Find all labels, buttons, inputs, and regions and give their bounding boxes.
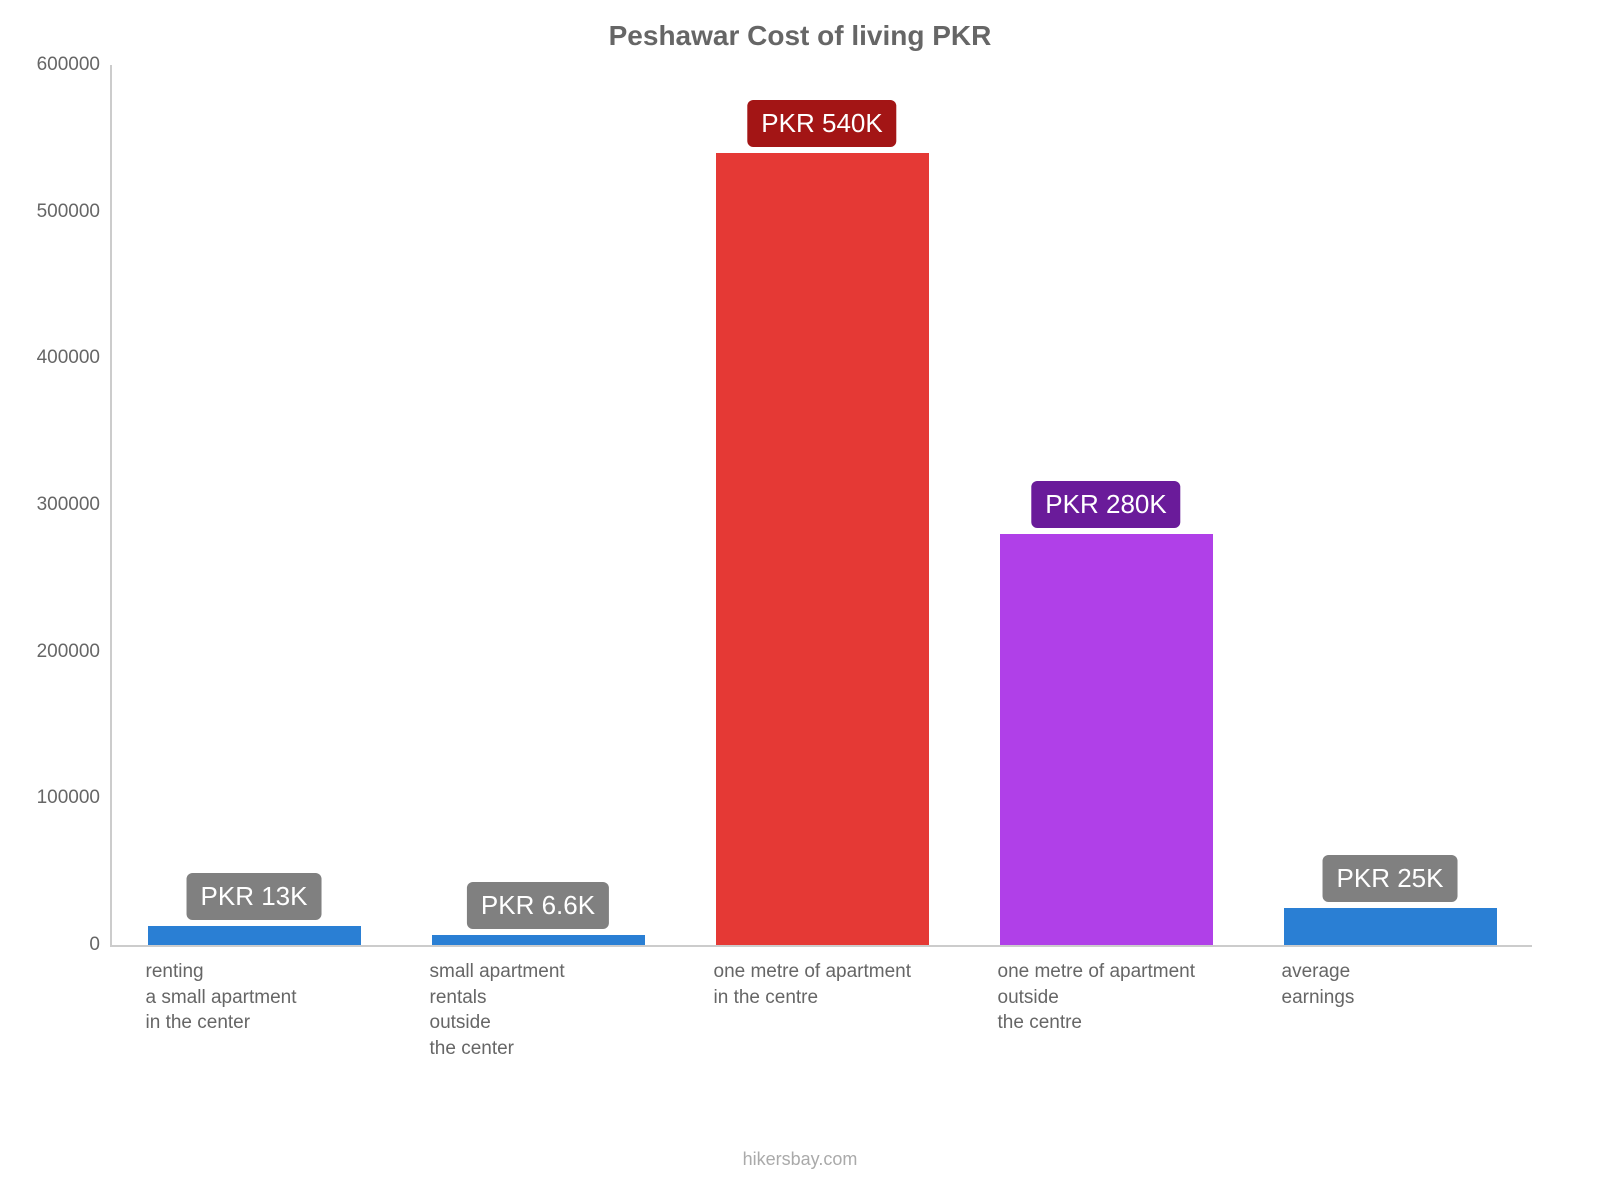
x-axis-label: average earnings bbox=[1282, 959, 1535, 1010]
x-axis-label: one metre of apartment outside the centr… bbox=[998, 959, 1251, 1036]
value-badge: PKR 540K bbox=[747, 100, 896, 147]
x-axis-label: small apartment rentals outside the cent… bbox=[430, 959, 683, 1062]
value-badge: PKR 280K bbox=[1031, 481, 1180, 528]
bar bbox=[148, 926, 361, 945]
value-badge: PKR 13K bbox=[187, 873, 322, 920]
chart-footer: hikersbay.com bbox=[0, 1149, 1600, 1170]
bar bbox=[432, 935, 645, 945]
bar bbox=[1284, 908, 1497, 945]
y-tick-label: 600000 bbox=[10, 54, 100, 76]
chart-container: Peshawar Cost of living PKR 0 100000 20000… bbox=[0, 0, 1600, 1200]
plot-area: PKR 13K PKR 6.6K PKR 540K PKR 280K PKR 25K bbox=[110, 65, 1532, 947]
value-badge: PKR 25K bbox=[1323, 855, 1458, 902]
bar bbox=[716, 153, 929, 945]
value-badge: PKR 6.6K bbox=[467, 882, 609, 929]
x-axis-label: renting a small apartment in the center bbox=[146, 959, 399, 1036]
y-tick-label: 400000 bbox=[10, 347, 100, 369]
y-tick-label: 200000 bbox=[10, 641, 100, 663]
bar bbox=[1000, 534, 1213, 945]
y-tick-label: 500000 bbox=[10, 201, 100, 223]
x-axis-label: one metre of apartment in the centre bbox=[714, 959, 967, 1010]
chart-title: Peshawar Cost of living PKR bbox=[0, 20, 1600, 52]
y-tick-label: 100000 bbox=[10, 787, 100, 809]
y-tick-label: 0 bbox=[10, 934, 100, 956]
y-tick-label: 300000 bbox=[10, 494, 100, 516]
